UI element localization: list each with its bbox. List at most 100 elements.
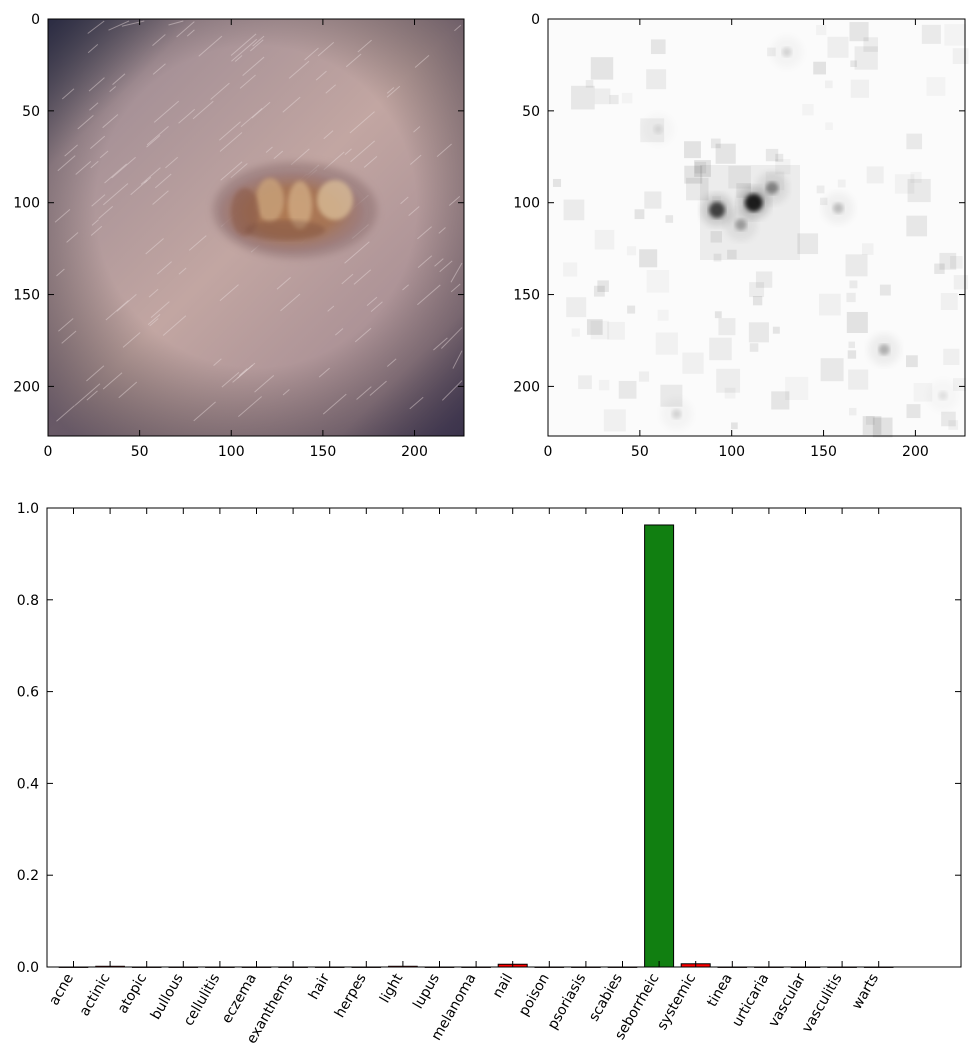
heatmap-cell xyxy=(861,243,874,255)
hair-streak xyxy=(232,364,254,383)
heatmap-cell xyxy=(748,322,769,343)
heatmap-cell xyxy=(847,350,857,359)
hair-streak xyxy=(122,332,141,348)
bar-y-tick-label-1: 0.2 xyxy=(17,868,39,884)
photo-y-tick-label-3: 150 xyxy=(13,288,40,304)
hair-streak xyxy=(89,102,99,111)
hair-streak xyxy=(162,315,187,336)
hair-streak xyxy=(438,227,446,234)
hair-streak xyxy=(104,163,127,184)
hair-streak xyxy=(237,362,256,379)
heatmap-cell xyxy=(849,22,869,42)
hair-streak xyxy=(192,100,214,120)
hair-streak xyxy=(230,33,257,56)
heatmap-cell xyxy=(590,57,614,80)
hair-streak xyxy=(98,206,114,219)
hair-streak xyxy=(143,176,152,184)
heatmap-cell xyxy=(906,404,921,419)
heatmap-cell xyxy=(848,369,869,390)
hair-streak xyxy=(413,126,421,133)
heatmap-y-tick-label-0: 0 xyxy=(531,12,540,28)
hair-streak xyxy=(252,35,265,47)
photo-x-tick-label-0: 0 xyxy=(44,444,53,460)
hair-streak xyxy=(154,173,172,189)
hair-streak xyxy=(109,86,117,93)
hair-streak xyxy=(238,368,248,376)
hair-streak xyxy=(414,55,430,68)
heatmap-cell xyxy=(772,326,780,334)
heatmap-cell xyxy=(716,368,741,393)
heatmap-x-tick-label-2: 100 xyxy=(718,444,745,460)
bar-x-tick-label-lupus: lupus xyxy=(410,971,443,1012)
hair-streak xyxy=(273,150,284,160)
hair-streak xyxy=(231,38,258,62)
heatmap-cell xyxy=(749,343,759,352)
hair-streak xyxy=(156,261,172,275)
heatmap-cell xyxy=(767,47,776,57)
heatmap-hotspot-4 xyxy=(832,202,844,214)
heatmap-hotspot-2 xyxy=(765,181,779,195)
hair-streak xyxy=(240,108,263,128)
hair-streak xyxy=(176,21,195,38)
heatmap-cell xyxy=(926,77,945,96)
heatmap-cell xyxy=(846,311,868,333)
hair-streak xyxy=(250,39,264,52)
heatmap-cell xyxy=(650,39,666,55)
hair-streak xyxy=(349,111,375,134)
heatmap-cell xyxy=(825,122,833,130)
heatmap-y-tick-label-2: 100 xyxy=(513,196,540,212)
hair-streak xyxy=(99,150,109,159)
hair-streak xyxy=(178,108,196,124)
hair-streak xyxy=(108,20,130,31)
heatmap-cell xyxy=(953,275,969,290)
hair-streak xyxy=(219,132,243,152)
hair-streak xyxy=(88,77,105,92)
hair-streak xyxy=(408,206,420,217)
heatmap-cell xyxy=(714,311,722,319)
hair-streak xyxy=(386,85,401,98)
heatmap-cell xyxy=(906,133,923,150)
bar-x-tick-label-hair: hair xyxy=(306,971,334,1003)
heatmap-axes-ticks: 0 50 100 150 200 0 50 100 150 200 xyxy=(513,12,965,460)
heatmap-cell xyxy=(752,295,763,306)
heatmap-cell xyxy=(934,263,945,274)
hair-streak xyxy=(417,284,441,306)
heatmap-cell xyxy=(906,215,928,237)
hair-streak xyxy=(193,401,216,422)
hair-streak xyxy=(254,375,275,393)
heatmap-cell xyxy=(727,249,737,260)
heatmap-cell xyxy=(910,172,921,183)
hair-streak xyxy=(448,195,461,206)
heatmap-cell xyxy=(850,60,857,67)
hair-streak xyxy=(58,318,74,332)
heatmap-hotspot-1 xyxy=(709,202,726,219)
heatmap-cell xyxy=(820,358,844,382)
heatmap-y-tick-label-3: 150 xyxy=(513,288,540,304)
hair-streak xyxy=(436,143,452,157)
hair-streak xyxy=(363,155,378,168)
bar-x-tick-label-atopic: atopic xyxy=(115,971,150,1016)
hair-streak xyxy=(152,190,169,205)
bar-y-tick-label-2: 0.4 xyxy=(17,776,39,792)
heatmap-cell xyxy=(578,375,592,390)
hair-streak xyxy=(140,167,161,185)
heatmap-cell xyxy=(563,262,577,276)
photo-x-tick-label-4: 200 xyxy=(401,444,428,460)
bar-x-tick-label-herpes: herpes xyxy=(332,971,370,1021)
heatmap-cell xyxy=(845,254,868,277)
heatmap-hotspot-8 xyxy=(671,409,682,419)
hair-streak xyxy=(353,269,372,285)
heatmap-cell xyxy=(572,328,580,336)
heatmap-x-tick-label-1: 50 xyxy=(631,444,649,460)
hair-streak xyxy=(219,284,239,302)
hair-streak xyxy=(402,284,409,291)
heatmap-cell xyxy=(586,319,603,335)
heatmap-cell xyxy=(824,80,833,89)
heatmap-cell xyxy=(658,310,669,321)
hair-streak xyxy=(230,163,248,179)
bar-axes-frame xyxy=(46,507,962,968)
heatmap-cell xyxy=(627,305,636,314)
hair-streak xyxy=(409,396,424,410)
heatmap-cell xyxy=(775,153,784,162)
hair-streak xyxy=(354,327,372,343)
